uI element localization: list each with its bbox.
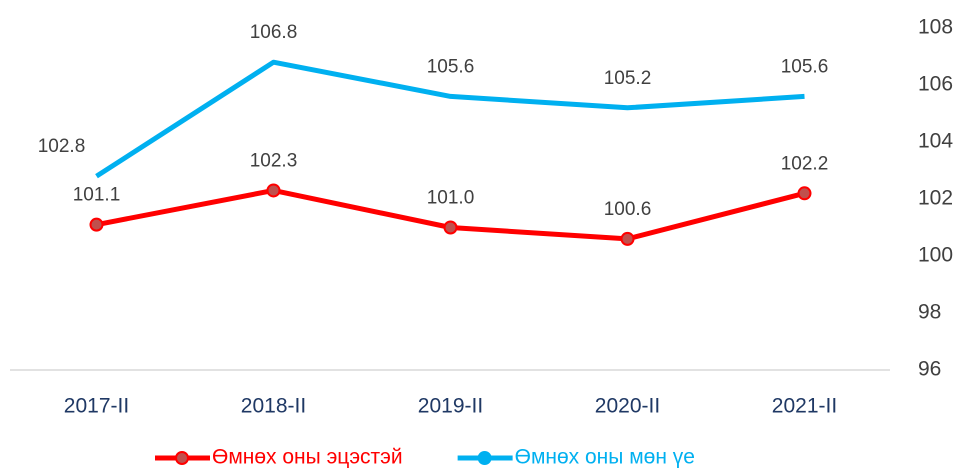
x-tick-label: 2018-II [241,395,306,418]
y-tick-label: 100 [918,244,953,267]
data-label: 102.2 [781,153,829,174]
data-label: 106.8 [250,22,298,43]
x-tick-label: 2019-II [418,395,483,418]
data-label: 105.6 [781,56,829,77]
data-label: 100.6 [604,199,652,220]
y-tick-label: 108 [918,16,953,39]
data-label: 102.3 [250,150,298,171]
data-label: 101.1 [73,185,121,206]
data-label: 102.8 [38,136,86,157]
x-tick-label: 2021-II [772,395,837,418]
data-label: 105.6 [427,56,475,77]
y-tick-label: 102 [918,187,953,210]
legend-label: Өмнөх оны эцэстэй [212,446,403,469]
point [797,186,812,201]
legend-label: Өмнөх оны мөн үе [515,446,695,469]
legend-marker [175,451,189,465]
x-tick-label: 2020-II [595,395,660,418]
point [266,183,281,198]
point [443,220,458,235]
y-tick-label: 96 [918,358,941,381]
x-tick-label: 2017-II [64,395,129,418]
series-line [95,59,805,179]
legend-marker [477,451,492,465]
data-label: 101.0 [427,188,475,209]
point [620,231,635,246]
point [89,217,104,232]
y-tick-label: 106 [918,73,953,96]
y-tick-label: 98 [918,301,941,324]
data-label: 105.2 [604,68,652,89]
y-tick-label: 104 [918,130,953,153]
